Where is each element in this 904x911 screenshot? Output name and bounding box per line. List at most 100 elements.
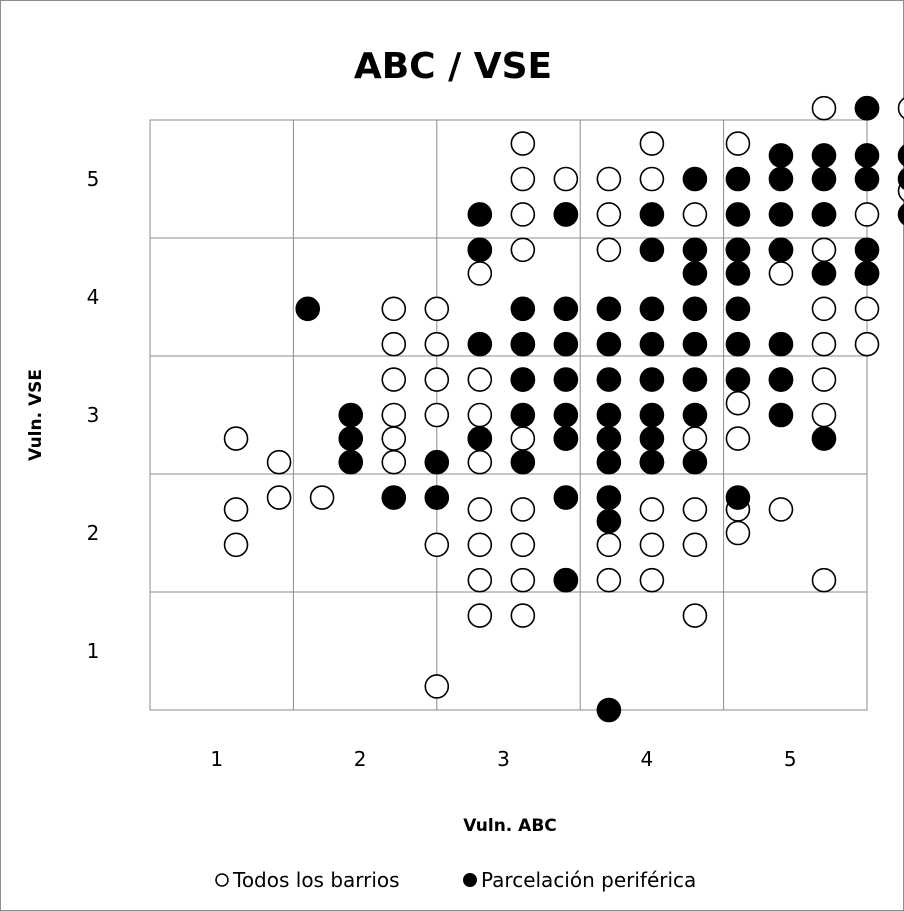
point-todos-los-barrios xyxy=(381,367,407,392)
data-points xyxy=(223,95,904,723)
point-todos-los-barrios xyxy=(223,426,249,451)
point-todos-los-barrios xyxy=(596,202,622,227)
point-parcelacion-periferica xyxy=(467,331,493,357)
point-parcelacion-periferica xyxy=(338,426,364,451)
point-parcelacion-periferica xyxy=(295,296,321,322)
x-tick-labels: 1 2 3 4 5 xyxy=(210,747,796,771)
point-todos-los-barrios xyxy=(266,449,292,475)
point-todos-los-barrios xyxy=(510,426,536,451)
point-parcelacion-periferica xyxy=(725,485,751,510)
point-todos-los-barrios xyxy=(682,426,708,451)
point-parcelacion-periferica xyxy=(596,402,622,428)
chart-title: ABC / VSE xyxy=(354,46,552,87)
point-parcelacion-periferica xyxy=(553,485,579,510)
x-tick-label: 1 xyxy=(210,747,223,771)
point-parcelacion-periferica xyxy=(768,402,794,428)
legend-label-parcelacion: Parcelación periférica xyxy=(481,868,696,892)
point-todos-los-barrios xyxy=(682,202,708,227)
legend-marker-parcelacion xyxy=(463,873,477,887)
point-parcelacion-periferica xyxy=(682,449,708,475)
point-parcelacion-periferica xyxy=(510,449,536,475)
point-todos-los-barrios xyxy=(381,426,407,451)
point-parcelacion-periferica xyxy=(682,331,708,357)
point-todos-los-barrios xyxy=(467,567,493,593)
point-todos-los-barrios xyxy=(811,296,837,322)
y-tick-label: 5 xyxy=(87,167,100,191)
point-todos-los-barrios xyxy=(381,331,407,357)
point-parcelacion-periferica xyxy=(596,296,622,322)
point-parcelacion-periferica xyxy=(854,143,880,168)
point-todos-los-barrios xyxy=(467,367,493,392)
point-parcelacion-periferica xyxy=(725,202,751,227)
point-todos-los-barrios xyxy=(897,97,904,119)
point-parcelacion-periferica xyxy=(682,402,708,428)
point-todos-los-barrios xyxy=(639,131,665,156)
point-todos-los-barrios xyxy=(682,497,708,522)
point-parcelacion-periferica xyxy=(897,144,904,167)
point-parcelacion-periferica xyxy=(725,367,751,392)
legend-marker-todos xyxy=(215,873,229,887)
point-parcelacion-periferica xyxy=(725,261,751,286)
point-todos-los-barrios xyxy=(510,202,536,227)
point-parcelacion-periferica xyxy=(682,367,708,392)
point-todos-los-barrios xyxy=(510,567,536,593)
point-parcelacion-periferica xyxy=(467,202,493,227)
point-todos-los-barrios xyxy=(510,532,536,558)
point-parcelacion-periferica xyxy=(725,166,751,192)
point-todos-los-barrios xyxy=(467,402,493,428)
plot-grid xyxy=(149,119,868,711)
point-todos-los-barrios xyxy=(854,331,880,357)
point-parcelacion-periferica xyxy=(553,567,579,593)
point-parcelacion-periferica xyxy=(768,367,794,392)
point-todos-los-barrios xyxy=(381,402,407,428)
point-todos-los-barrios xyxy=(725,131,751,156)
point-parcelacion-periferica xyxy=(854,261,880,286)
point-todos-los-barrios xyxy=(682,603,708,628)
point-todos-los-barrios xyxy=(223,497,249,522)
point-parcelacion-periferica xyxy=(682,261,708,286)
y-axis-label: Vuln. VSE xyxy=(26,369,46,461)
point-todos-los-barrios xyxy=(424,367,450,392)
point-parcelacion-periferica xyxy=(897,203,904,226)
point-parcelacion-periferica xyxy=(768,202,794,227)
point-todos-los-barrios xyxy=(811,331,837,357)
point-parcelacion-periferica xyxy=(639,296,665,322)
point-parcelacion-periferica xyxy=(596,485,622,510)
y-tick-label: 4 xyxy=(87,285,100,309)
point-parcelacion-periferica xyxy=(596,367,622,392)
point-parcelacion-periferica xyxy=(510,296,536,322)
point-todos-los-barrios xyxy=(725,520,751,546)
point-parcelacion-periferica xyxy=(553,202,579,227)
point-parcelacion-periferica xyxy=(682,237,708,263)
point-todos-los-barrios xyxy=(596,237,622,263)
point-parcelacion-periferica xyxy=(811,426,837,451)
point-todos-los-barrios xyxy=(639,166,665,192)
point-todos-los-barrios xyxy=(424,331,450,357)
point-todos-los-barrios xyxy=(553,166,579,192)
point-parcelacion-periferica xyxy=(725,331,751,357)
y-tick-labels: 1 2 3 4 5 xyxy=(87,167,100,663)
point-parcelacion-periferica xyxy=(768,237,794,263)
point-todos-los-barrios xyxy=(424,296,450,322)
point-todos-los-barrios xyxy=(424,402,450,428)
point-parcelacion-periferica xyxy=(553,402,579,428)
point-parcelacion-periferica xyxy=(854,237,880,263)
x-tick-label: 5 xyxy=(784,747,797,771)
point-todos-los-barrios xyxy=(639,567,665,593)
point-todos-los-barrios xyxy=(424,532,450,558)
point-parcelacion-periferica xyxy=(639,367,665,392)
point-parcelacion-periferica xyxy=(596,508,622,534)
point-parcelacion-periferica xyxy=(725,237,751,263)
point-parcelacion-periferica xyxy=(811,202,837,227)
point-todos-los-barrios xyxy=(424,674,450,699)
x-tick-label: 3 xyxy=(497,747,510,771)
x-tick-label: 2 xyxy=(354,747,367,771)
point-parcelacion-periferica xyxy=(768,143,794,168)
point-todos-los-barrios xyxy=(854,296,880,322)
point-parcelacion-periferica xyxy=(596,331,622,357)
point-parcelacion-periferica xyxy=(596,697,622,723)
x-axis-label: Vuln. ABC xyxy=(463,816,557,836)
point-todos-los-barrios xyxy=(510,166,536,192)
